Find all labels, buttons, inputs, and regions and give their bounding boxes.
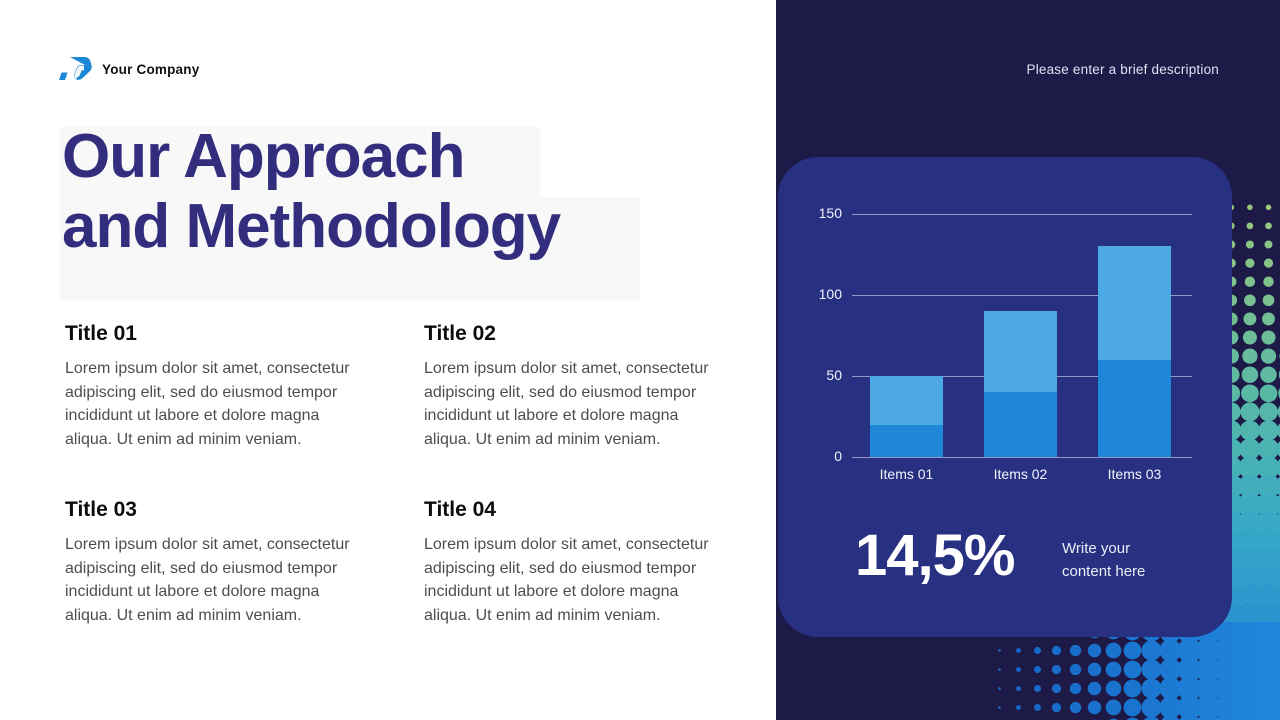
stat-caption[interactable]: Write your content here (1062, 537, 1145, 583)
bar-segment-top (1098, 246, 1171, 360)
stat-caption-line1: Write your (1062, 540, 1131, 557)
gridline (852, 214, 1192, 215)
bar-segment-bottom (870, 424, 943, 457)
y-axis-tick-label: 50 (826, 367, 842, 383)
x-axis-category-label: Items 02 (993, 466, 1048, 482)
y-axis-tick-label: 100 (818, 286, 842, 302)
page-title: Our Approach and Methodology (62, 122, 702, 262)
bar-segment-top (870, 376, 943, 425)
chart-card: 0 50 100 150 Items 01 Items 02 Items 03 14,5% … (778, 157, 1232, 637)
section-body: Lorem ipsum dolor sit amet, consectetur … (65, 360, 350, 448)
gridline (852, 295, 1192, 296)
section-body: Lorem ipsum dolor sit amet, consectetur … (424, 536, 709, 624)
page-title-line1: Our Approach (62, 122, 466, 191)
brand-name: Your Company (102, 62, 200, 77)
y-axis-tick-label: 0 (834, 448, 842, 464)
y-axis-tick-label: 150 (818, 205, 842, 221)
section-title: Title 03 (65, 498, 137, 521)
bar-segment-bottom (1098, 359, 1171, 457)
section-title: Title 01 (65, 322, 137, 345)
section-01: Title 01 Lorem ipsum dolor sit amet, con… (65, 322, 365, 451)
section-04: Title 04 Lorem ipsum dolor sit amet, con… (424, 498, 724, 627)
x-axis-category-label: Items 01 (879, 466, 934, 482)
description-placeholder[interactable]: Please enter a brief description (1026, 62, 1219, 77)
section-03: Title 03 Lorem ipsum dolor sit amet, con… (65, 498, 365, 627)
stacked-bar-chart: 0 50 100 150 Items 01 Items 02 Items 03 (778, 157, 1232, 497)
bar-segment-bottom (984, 392, 1057, 457)
section-body: Lorem ipsum dolor sit amet, consectetur … (65, 536, 350, 624)
gridline (852, 457, 1192, 458)
visual-panel: Please enter a brief description 0 50 100 1… (776, 0, 1280, 720)
x-axis-category-label: Items 03 (1107, 466, 1162, 482)
stat-value: 14,5% (855, 523, 1015, 588)
section-title: Title 02 (424, 322, 496, 345)
section-body: Lorem ipsum dolor sit amet, consectetur … (424, 360, 709, 448)
stat-caption-line2: content here (1062, 563, 1146, 580)
section-02: Title 02 Lorem ipsum dolor sit amet, con… (424, 322, 724, 451)
page-title-line2: and Methodology (62, 192, 561, 261)
content-panel: Your Company Our Approach and Methodolog… (58, 56, 724, 627)
brand: Your Company (58, 56, 199, 83)
section-title: Title 04 (424, 498, 496, 521)
company-logo-icon (59, 57, 92, 80)
bar-segment-top (984, 311, 1057, 393)
